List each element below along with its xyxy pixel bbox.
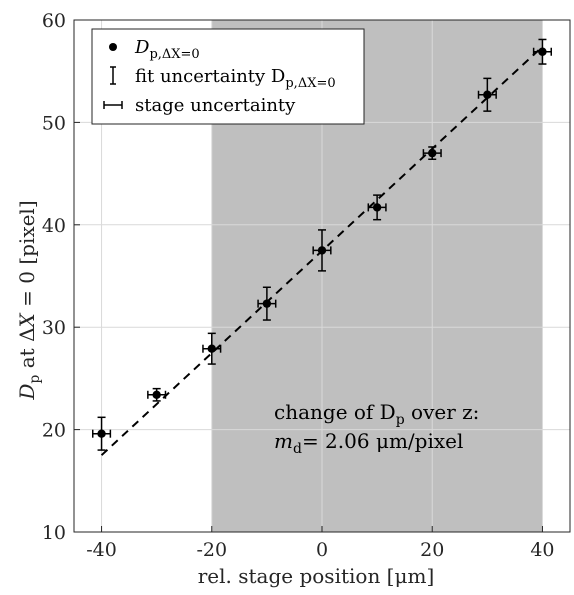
data-point [97,429,105,437]
x-tick-label: -20 [196,539,227,561]
annotation-line-1: change of Dp over z: [274,400,479,428]
data-point [373,203,381,211]
y-tick-label: 20 [42,420,66,442]
legend-entry-stage-uncertainty: stage uncertainty [135,95,296,116]
x-axis-label: rel. stage position [μm] [198,564,435,588]
data-point [538,48,546,56]
data-point [483,91,491,99]
x-tick-label: -40 [86,539,117,561]
x-tick-label: 40 [530,539,554,561]
data-point [263,299,271,307]
legend: Dp,ΔX=0 fit uncertainty Dp,ΔX=0 stage un… [92,29,364,124]
y-tick-label: 60 [42,10,66,32]
svg-text:Dp at ΔX = 0 [pixel]: Dp at ΔX = 0 [pixel] [15,200,43,400]
annotation: change of Dp over z: md= 2.06 μm/pixel [274,400,479,457]
data-point [208,345,216,353]
y-tick-label: 10 [42,522,66,544]
annotation-line-2: md= 2.06 μm/pixel [274,429,463,457]
y-tick-label: 50 [42,112,66,134]
y-tick-label: 40 [42,215,66,237]
x-tick-label: 20 [420,539,444,561]
y-tick-label: 30 [42,317,66,339]
x-tick-label: 0 [316,539,328,561]
data-point [318,246,326,254]
legend-dot-marker [109,43,117,51]
data-point [152,391,160,399]
y-axis-label: Dp at ΔX = 0 [pixel] [15,200,43,400]
data-point [428,149,436,157]
